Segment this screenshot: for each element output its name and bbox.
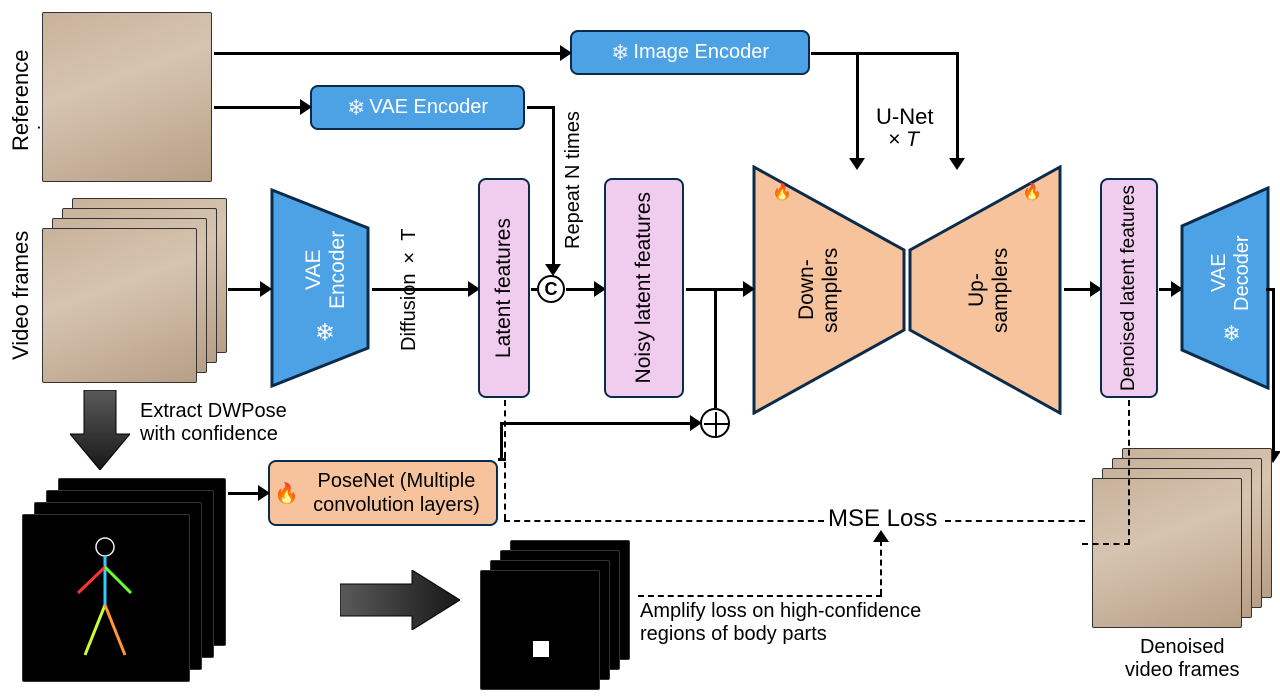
arrow-head-icon xyxy=(300,99,312,115)
concat-icon: C xyxy=(537,275,565,303)
image-encoder: ❄ Image Encoder xyxy=(570,30,810,75)
denoised-frames-stack xyxy=(1092,448,1277,633)
extract-arrow-icon xyxy=(70,390,130,470)
repeat-label: Repeat N times xyxy=(562,100,585,260)
image-encoder-label: Image Encoder xyxy=(633,41,769,64)
mse-loss-label: MSE Loss xyxy=(828,505,937,533)
arrow-line xyxy=(214,52,562,55)
latent-features: Latent features xyxy=(478,178,530,398)
arrow-line xyxy=(500,422,503,460)
noisy-latent-features: Noisy latent features xyxy=(604,178,684,398)
arrow-line xyxy=(717,288,745,291)
unet-label: U-Net xyxy=(876,104,933,130)
flame-icon: 🔥 xyxy=(1022,182,1042,202)
snowflake-icon: ❄ xyxy=(347,95,365,121)
arrow-line xyxy=(811,52,956,55)
posenet: 🔥 PoseNet (Multiple convolution layers) xyxy=(268,460,498,526)
vae-decoder-content: ❄ VAE Decoder xyxy=(1208,212,1254,367)
unet-up-content: Up- samplers xyxy=(965,195,1013,385)
arrow-head-icon xyxy=(258,485,270,501)
video-frames-stack xyxy=(42,198,227,383)
latent-features-label: Latent features xyxy=(492,218,516,358)
arrow-line xyxy=(228,492,260,495)
unet-up-label: Up- samplers xyxy=(965,247,1013,332)
oplus-icon xyxy=(700,408,730,438)
vae-encoder-main-label: VAE Encoder xyxy=(302,230,350,308)
snowflake-icon: ❄ xyxy=(1218,319,1244,344)
arrow-line xyxy=(552,106,555,266)
arrow-line xyxy=(228,288,262,291)
snowflake-icon: ❄ xyxy=(611,40,629,66)
dashed-line xyxy=(504,520,824,522)
dashed-line xyxy=(880,540,882,595)
pose-frames-stack xyxy=(22,478,227,683)
vae-decoder-label: VAE Decoder xyxy=(1208,235,1254,311)
amplify-arrow-icon xyxy=(340,570,460,630)
denoised-latent-features: Denoised latent features xyxy=(1100,178,1158,398)
noisy-latent-label: Noisy latent features xyxy=(632,192,656,383)
dashed-line xyxy=(945,520,1085,522)
side-label-video: Video frames xyxy=(8,215,34,375)
arrow-line xyxy=(714,288,717,408)
vae-encoder-top: ❄ VAE Encoder xyxy=(310,85,525,130)
unet-down-label: Down- samplers xyxy=(795,247,843,332)
dashed-line xyxy=(504,400,506,520)
arrow-head-icon xyxy=(743,281,755,297)
unet-sublabel: × T xyxy=(888,128,919,152)
arrow-head-icon xyxy=(690,415,702,431)
arrow-line xyxy=(527,106,552,109)
denoised-latent-label: Denoised latent features xyxy=(1118,185,1140,391)
denoised-frames-label: Denoised video frames xyxy=(1125,636,1240,682)
amplify-label: Amplify loss on high-confidence regions … xyxy=(640,600,921,646)
extract-label: Extract DWPose with confidence xyxy=(140,400,287,446)
posenet-label: PoseNet (Multiple convolution layers) xyxy=(301,469,492,517)
arrow-line xyxy=(856,52,859,160)
dashed-line xyxy=(638,595,882,597)
arrow-line xyxy=(1272,288,1275,453)
vae-encoder-main-content: ❄ VAE Encoder xyxy=(302,210,350,365)
arrow-line xyxy=(500,422,692,425)
arrow-line xyxy=(214,106,302,109)
arrow-head-icon xyxy=(873,530,889,542)
vae-encoder-top-label: VAE Encoder xyxy=(369,96,488,119)
arrow-line xyxy=(566,288,596,291)
unet-down-content: Down- samplers xyxy=(795,195,843,385)
snowflake-icon: ❄ xyxy=(312,317,340,345)
diffusion-label: Diffusion × T xyxy=(398,215,421,365)
arrow-line xyxy=(372,288,470,291)
dashed-line xyxy=(1082,543,1130,545)
reference-image xyxy=(42,12,212,182)
dashed-line xyxy=(1128,400,1130,545)
arrow-line xyxy=(1064,288,1092,291)
flame-icon: 🔥 xyxy=(274,481,299,506)
arrow-head-icon xyxy=(560,45,572,61)
arrow-line xyxy=(686,288,714,291)
flame-icon: 🔥 xyxy=(772,182,792,202)
mask-frames-stack xyxy=(480,540,635,695)
arrow-line xyxy=(956,52,959,160)
arrow-head-icon xyxy=(260,281,272,297)
